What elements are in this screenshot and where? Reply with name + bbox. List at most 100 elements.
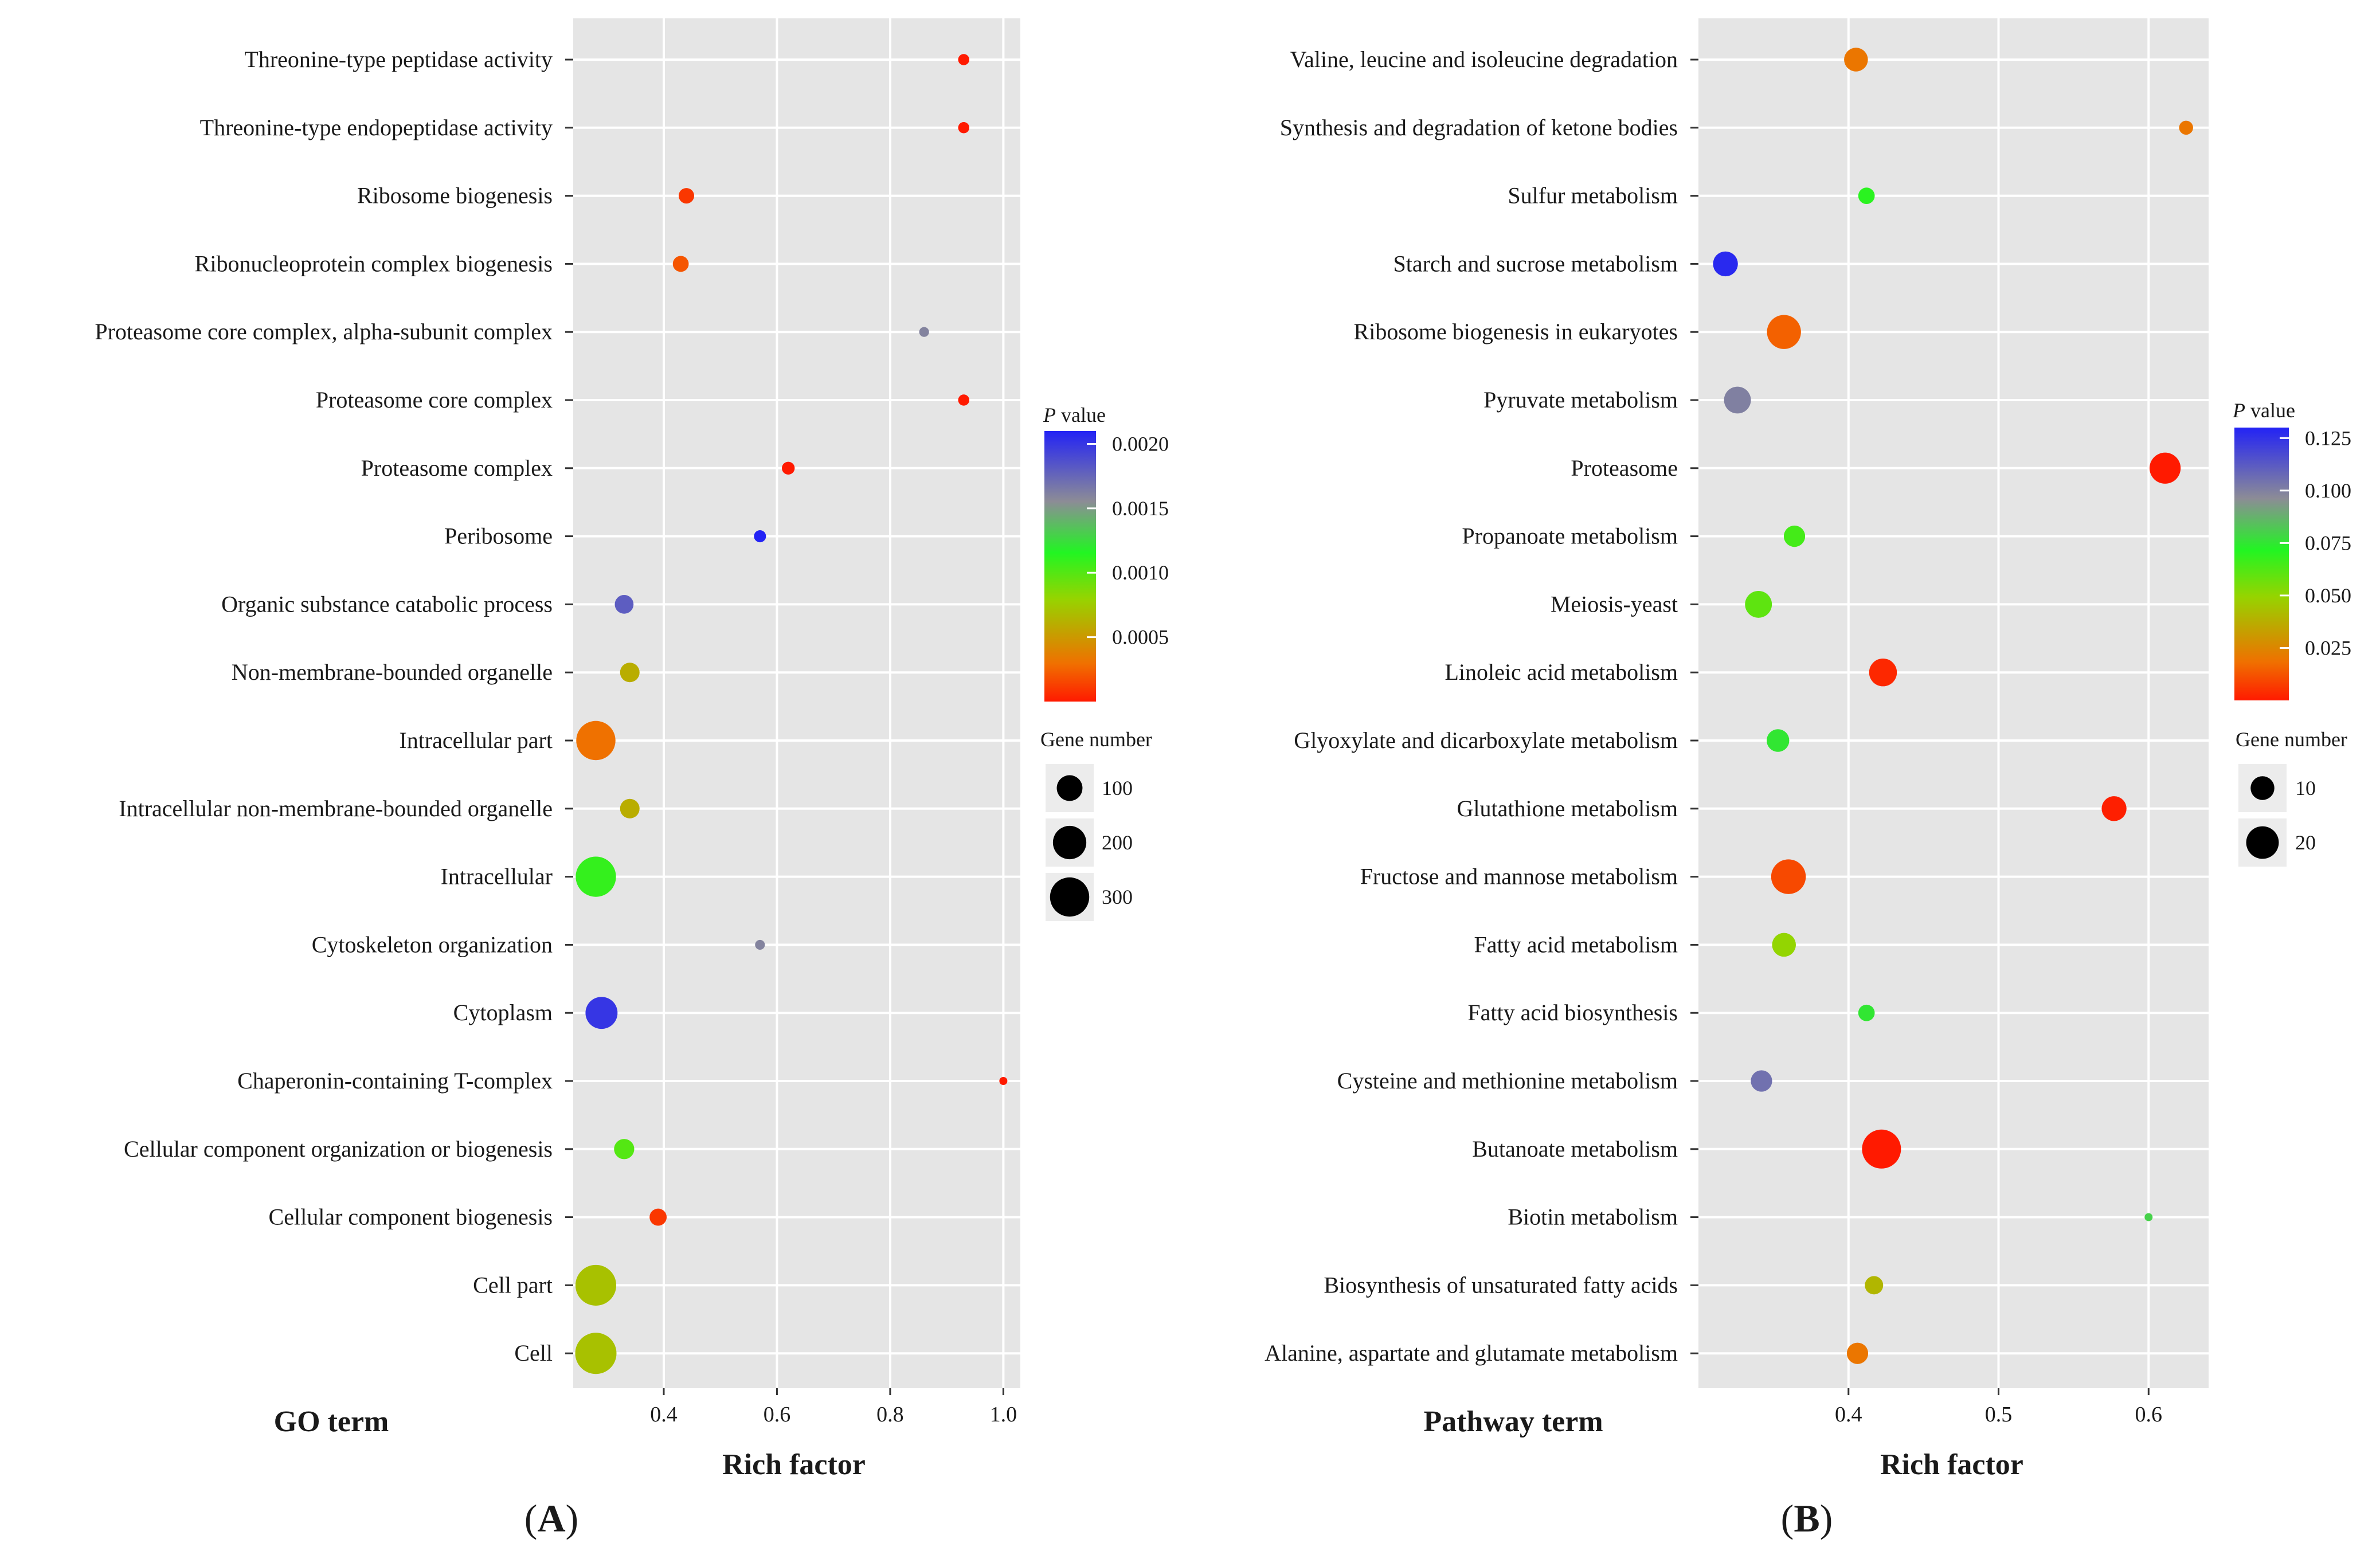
- point-sulfur-metabolism: [1858, 187, 1875, 204]
- panel-a-category-labels: Threonine-type peptidase activity Threoni…: [95, 46, 573, 1366]
- x-tick-label: 0.8: [876, 1403, 904, 1427]
- x-tick-label: 0.4: [650, 1403, 678, 1427]
- category-label-cell: Cell: [514, 1340, 553, 1366]
- point-fatty-acid-metabolism: [1772, 933, 1796, 957]
- category-label-cytoskeleton-organization: Cytoskeleton organization: [312, 931, 553, 957]
- point-proteasome: [2149, 452, 2181, 484]
- category-label-ribosome-biogenesis: Ribosome biogenesis: [357, 183, 553, 209]
- point-cell-part: [575, 1264, 617, 1306]
- point-glyoxylate-and-dicarboxylate-metabolism: [1767, 729, 1790, 752]
- panel-b-legend: P value 0.025 0.050 0.075 0.100 0.125 Gene n…: [2232, 399, 2351, 867]
- panel-b-x-title: Rich factor: [1880, 1448, 2023, 1481]
- panel-b-tag: (B): [1781, 1497, 1833, 1540]
- colorbar-tick-label: 0.125: [2305, 426, 2351, 449]
- point-proteasome-core-complex: [958, 394, 970, 406]
- point-ribosome-biogenesis: [678, 188, 695, 204]
- panel-a-gene-number-title: Gene number: [1040, 728, 1152, 751]
- point-cellular-component-biogenesis: [649, 1208, 667, 1226]
- point-butanoate-metabolism: [1862, 1129, 1901, 1169]
- category-label-valine-leucine-and-isoleucine-degradation: Valine, leucine and isoleucine degradati…: [1290, 46, 1678, 72]
- category-label-chaperonin-containing-t-complex: Chaperonin-containing T-complex: [237, 1068, 553, 1094]
- point-threonine-type-peptidase-activity: [958, 54, 970, 65]
- category-label-starch-and-sucrose-metabolism: Starch and sucrose metabolism: [1393, 250, 1678, 276]
- category-label-biosynthesis-of-unsaturated-fatty-acids: Biosynthesis of unsaturated fatty acids: [1324, 1272, 1678, 1298]
- panel-a-x-title: Rich factor: [722, 1448, 866, 1481]
- panel-b-pvalue-colorbar: [2234, 428, 2289, 700]
- panel-a-legend: P value 0.0005 0.0010 0.0015 0.0020 Gene nu…: [1040, 404, 1169, 921]
- panel-b-pvalue-title: P value: [2232, 399, 2295, 422]
- point-threonine-type-endopeptidase-activity: [958, 122, 970, 134]
- category-label-ribosome-biogenesis-in-eukaryotes: Ribosome biogenesis in eukaryotes: [1354, 319, 1678, 344]
- category-label-proteasome-core-complex: Proteasome core complex: [316, 387, 553, 413]
- panel-b-y-title: Pathway term: [1423, 1405, 1603, 1438]
- point-meiosis-yeast: [1745, 590, 1772, 618]
- category-label-cellular-component-organization-or-biogenesis: Cellular component organization or bioge…: [124, 1136, 553, 1162]
- point-cytoskeleton-organization: [755, 939, 765, 950]
- size-legend-dot: [2250, 776, 2275, 800]
- x-tick-label: 0.5: [1985, 1403, 2013, 1427]
- category-label-cysteine-and-methionine-metabolism: Cysteine and methionine metabolism: [1337, 1068, 1678, 1094]
- panel-b-plot-background: [1698, 18, 2209, 1388]
- category-label-meiosis-yeast: Meiosis-yeast: [1551, 591, 1678, 617]
- category-label-sulfur-metabolism: Sulfur metabolism: [1508, 183, 1678, 209]
- point-intracellular: [576, 856, 616, 897]
- point-proteasome-core-complex-alpha-subunit-complex: [919, 327, 929, 337]
- panel-b-pathway-enrichment: Valine, leucine and isoleucine degradati…: [1265, 18, 2351, 1540]
- category-label-alanine-aspartate-and-glutamate-metabolism: Alanine, aspartate and glutamate metabol…: [1265, 1340, 1678, 1366]
- point-fructose-and-mannose-metabolism: [1771, 859, 1806, 894]
- panel-b-size-legend: 10 20: [2238, 764, 2316, 867]
- panel-b-gene-number-title: Gene number: [2236, 728, 2347, 751]
- category-label-intracellular-non-membrane-bounded-organelle: Intracellular non-membrane-bounded organ…: [119, 796, 553, 821]
- panel-a-size-legend: 100 200 300: [1046, 764, 1133, 921]
- category-label-threonine-type-endopeptidase-activity: Threonine-type endopeptidase activity: [200, 115, 553, 140]
- category-label-non-membrane-bounded-organelle: Non-membrane-bounded organelle: [232, 659, 553, 685]
- category-label-proteasome: Proteasome: [1571, 455, 1678, 481]
- panel-a-pvalue-title: P value: [1043, 404, 1106, 426]
- point-cytoplasm: [585, 997, 618, 1029]
- point-propanoate-metabolism: [1783, 525, 1806, 547]
- panel-a-y-title: GO term: [274, 1405, 389, 1438]
- point-linoleic-acid-metabolism: [1869, 658, 1897, 687]
- category-label-fatty-acid-biosynthesis: Fatty acid biosynthesis: [1467, 1000, 1678, 1025]
- size-legend-dot: [1056, 775, 1083, 801]
- category-label-fructose-and-mannose-metabolism: Fructose and mannose metabolism: [1360, 864, 1678, 890]
- panel-a-gridlines: [573, 18, 1020, 1388]
- category-label-proteasome-core-complex-alpha-subunit-complex: Proteasome core complex, alpha-subunit c…: [95, 319, 553, 344]
- point-fatty-acid-biosynthesis: [1858, 1004, 1875, 1021]
- panel-a-pvalue-colorbar: [1044, 431, 1096, 702]
- size-legend-label: 300: [1102, 886, 1133, 908]
- panel-a-x-axis: 0.4 0.6 0.8 1.0: [650, 1388, 1017, 1427]
- size-legend-dot: [1050, 877, 1090, 917]
- colorbar-tick-label: 0.075: [2305, 531, 2351, 554]
- category-label-propanoate-metabolism: Propanoate metabolism: [1462, 523, 1678, 549]
- panel-a-go-enrichment: Threonine-type peptidase activity Threoni…: [95, 18, 1169, 1540]
- category-label-ribonucleoprotein-complex-biogenesis: Ribonucleoprotein complex biogenesis: [195, 250, 553, 276]
- x-tick-label: 1.0: [990, 1403, 1017, 1427]
- colorbar-tick-label: 0.0015: [1112, 497, 1169, 520]
- size-legend-label: 200: [1102, 831, 1133, 854]
- category-label-biotin-metabolism: Biotin metabolism: [1508, 1204, 1678, 1230]
- size-legend-label: 20: [2295, 831, 2316, 854]
- point-chaperonin-containing-t-complex: [999, 1077, 1008, 1085]
- point-ribosome-biogenesis-in-eukaryotes: [1767, 315, 1801, 349]
- panel-a-plot-background: [573, 18, 1020, 1388]
- x-tick-label: 0.6: [2135, 1403, 2163, 1427]
- category-label-glyoxylate-and-dicarboxylate-metabolism: Glyoxylate and dicarboxylate metabolism: [1294, 727, 1678, 753]
- point-biotin-metabolism: [2144, 1213, 2153, 1221]
- point-cellular-component-organization-or-biogenesis: [614, 1139, 635, 1160]
- point-proteasome-complex: [781, 461, 795, 475]
- point-intracellular-part: [576, 720, 616, 761]
- category-label-cellular-component-biogenesis: Cellular component biogenesis: [269, 1204, 553, 1230]
- size-legend-label: 100: [1102, 777, 1133, 800]
- point-biosynthesis-of-unsaturated-fatty-acids: [1865, 1276, 1884, 1295]
- point-pyruvate-metabolism: [1724, 386, 1751, 414]
- point-peribosome: [754, 530, 766, 543]
- category-label-synthesis-and-degradation-of-ketone-bodies: Synthesis and degradation of ketone bodi…: [1280, 115, 1678, 140]
- colorbar-tick-label: 0.050: [2305, 584, 2351, 607]
- point-cysteine-and-methionine-metabolism: [1751, 1070, 1772, 1092]
- category-label-pyruvate-metabolism: Pyruvate metabolism: [1483, 387, 1678, 413]
- point-valine-leucine-and-isoleucine-degradation: [1844, 48, 1868, 72]
- point-alanine-aspartate-and-glutamate-metabolism: [1846, 1342, 1869, 1364]
- panel-a-colorbar-ticks: 0.0005 0.0010 0.0015 0.0020: [1087, 432, 1169, 649]
